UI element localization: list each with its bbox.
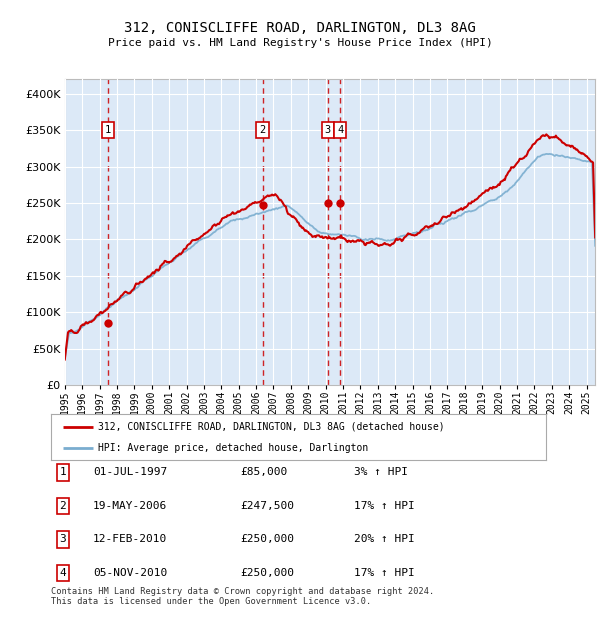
Text: HPI: Average price, detached house, Darlington: HPI: Average price, detached house, Darl…: [98, 443, 368, 453]
Text: £85,000: £85,000: [240, 467, 287, 477]
Text: 17% ↑ HPI: 17% ↑ HPI: [354, 568, 415, 578]
Text: 2: 2: [59, 501, 67, 511]
Text: Contains HM Land Registry data © Crown copyright and database right 2024.
This d: Contains HM Land Registry data © Crown c…: [51, 587, 434, 606]
Text: 3: 3: [325, 125, 331, 135]
Text: 20% ↑ HPI: 20% ↑ HPI: [354, 534, 415, 544]
Text: 3: 3: [59, 534, 67, 544]
Text: 17% ↑ HPI: 17% ↑ HPI: [354, 501, 415, 511]
Text: 01-JUL-1997: 01-JUL-1997: [93, 467, 167, 477]
Text: 19-MAY-2006: 19-MAY-2006: [93, 501, 167, 511]
Text: 312, CONISCLIFFE ROAD, DARLINGTON, DL3 8AG (detached house): 312, CONISCLIFFE ROAD, DARLINGTON, DL3 8…: [98, 422, 445, 432]
Text: 05-NOV-2010: 05-NOV-2010: [93, 568, 167, 578]
Text: £250,000: £250,000: [240, 568, 294, 578]
Text: 4: 4: [59, 568, 67, 578]
Text: 12-FEB-2010: 12-FEB-2010: [93, 534, 167, 544]
Text: £250,000: £250,000: [240, 534, 294, 544]
Text: 1: 1: [105, 125, 112, 135]
Text: 4: 4: [337, 125, 343, 135]
Text: 2: 2: [259, 125, 266, 135]
Text: £247,500: £247,500: [240, 501, 294, 511]
Text: 312, CONISCLIFFE ROAD, DARLINGTON, DL3 8AG: 312, CONISCLIFFE ROAD, DARLINGTON, DL3 8…: [124, 21, 476, 35]
Text: 1: 1: [59, 467, 67, 477]
Text: 3% ↑ HPI: 3% ↑ HPI: [354, 467, 408, 477]
Text: Price paid vs. HM Land Registry's House Price Index (HPI): Price paid vs. HM Land Registry's House …: [107, 38, 493, 48]
